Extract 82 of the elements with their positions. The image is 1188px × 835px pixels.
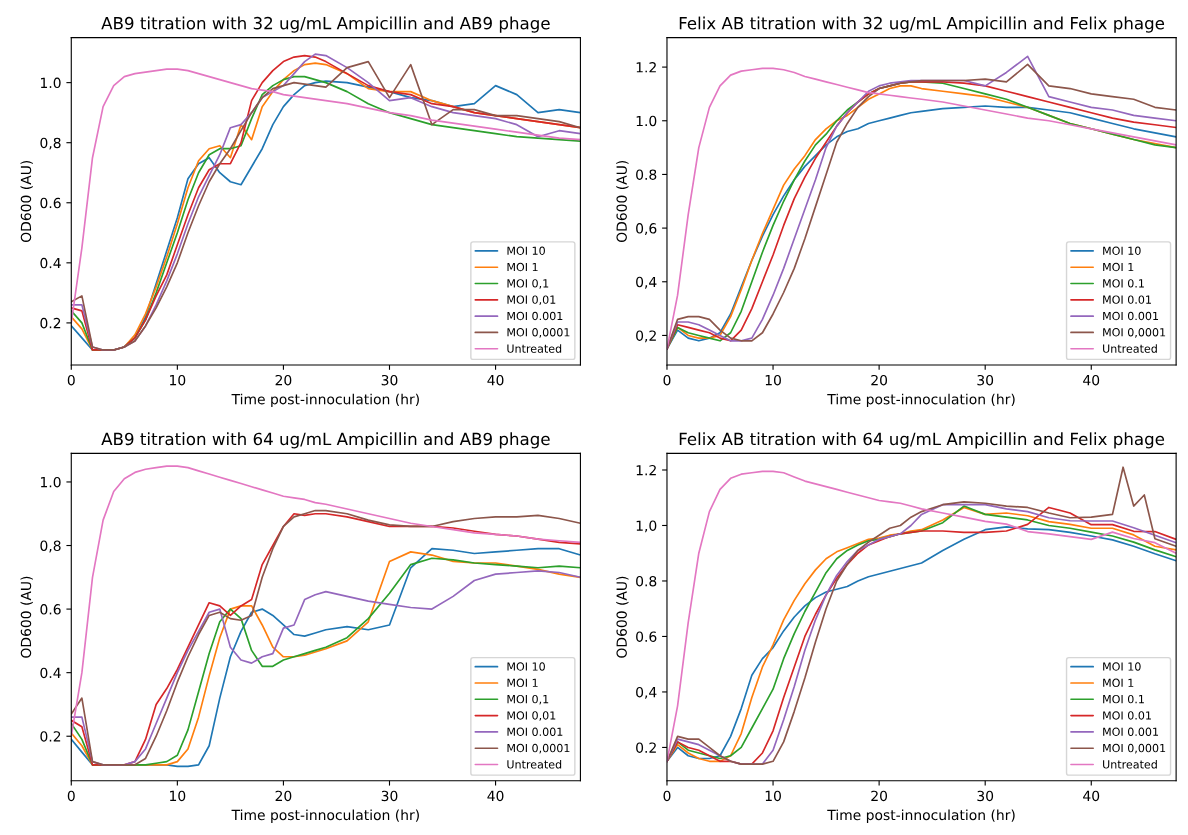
y-tick-label: 0.8	[636, 169, 657, 180]
x-tick-label: 0	[67, 790, 75, 802]
legend-label: MOI 0,0001	[507, 328, 570, 338]
legend-label: MOI 10	[507, 662, 545, 671]
legend-label: MOI 0.01	[1103, 711, 1151, 720]
y-tick-label: 0,6	[636, 223, 657, 235]
legend-label: MOI 0.1	[1103, 279, 1144, 288]
legend-label: MOI 0,0001	[1103, 328, 1166, 338]
legend-label: MOI 0.001	[507, 311, 563, 321]
x-tick-label: 0	[663, 374, 671, 386]
legend-label: MOI 0.01	[1103, 295, 1151, 304]
x-tick-label: 40	[487, 374, 504, 386]
x-axis-title: Time post-innoculation (hr)	[827, 393, 1015, 408]
x-tick-label: 20	[871, 790, 888, 802]
y-axis-title: OD600 (AU)	[20, 576, 33, 658]
y-tick-label: 0,8	[40, 540, 61, 553]
legend-label: MOI 0,01	[507, 295, 556, 306]
legend-label: MOI 10	[1103, 246, 1141, 255]
legend-label: MOI 0,01	[507, 711, 556, 721]
x-tick-label: 0	[67, 374, 75, 386]
legend-label: MOI 10	[507, 246, 545, 255]
y-tick-label: 0,2	[636, 330, 656, 343]
legend-label: MOI 1	[1103, 678, 1134, 688]
y-tick-label: 1.0	[41, 476, 61, 488]
x-tick-label: 40	[1083, 790, 1100, 802]
legend-label: MOI 1	[1103, 262, 1134, 272]
x-tick-label: 30	[381, 790, 398, 802]
y-tick-label: 1.2	[636, 62, 656, 73]
y-tick-label: 1.0	[41, 77, 61, 89]
x-tick-label: 30	[381, 374, 398, 386]
chart-title: Felix AB titration with 64 ug/mL Ampicillin and Felix phage	[679, 432, 1165, 449]
legend-label: MOI 0,0001	[1103, 743, 1166, 754]
x-tick-label: 10	[765, 374, 781, 386]
y-tick-label: 0.2	[40, 731, 61, 742]
y-tick-label: 1,0	[636, 520, 657, 533]
legend-label: MOI 0,1	[507, 694, 549, 705]
y-tick-label: 0.8	[636, 575, 657, 587]
legend-label: Untreated	[1103, 344, 1157, 353]
legend-label: MOI 1	[507, 678, 538, 688]
legend-label: Untreated	[1103, 759, 1157, 769]
y-tick-label: 0,8	[40, 137, 61, 150]
chart-title: AB9 titration with 64 ug/mL Ampicillin and AB9 phage	[101, 432, 550, 449]
y-axis-title: OD600 (AU)	[616, 160, 629, 243]
legend-label: MOI 1	[507, 262, 538, 272]
chart-title: AB9 titration with 32 ug/mL Ampicillin and AB9 phage	[101, 16, 550, 33]
legend-label: MOI 0.001	[507, 727, 563, 736]
y-tick-label: 1.0	[636, 115, 657, 127]
x-tick-label: 0	[663, 790, 671, 802]
legend-label: MOI 0.001	[1103, 727, 1159, 736]
x-tick-label: 20	[275, 374, 292, 386]
y-axis-title: OD600 (AU)	[616, 576, 629, 658]
x-axis-title: Time post-innoculation (hr)	[827, 809, 1015, 823]
legend-label: Untreated	[507, 344, 562, 353]
x-axis-title: Time post-innoculation (hr)	[231, 393, 419, 408]
legend-label: MOI 0.001	[1103, 311, 1159, 321]
legend-label: MOI 0.1	[1103, 694, 1144, 704]
legend-label: MOI 0,0001	[507, 743, 570, 754]
x-tick-label: 40	[1083, 374, 1100, 386]
y-tick-label: 0.2	[636, 742, 656, 753]
y-tick-label: 0.4	[40, 257, 61, 269]
x-tick-label: 40	[487, 790, 504, 802]
x-axis-title: Time post-innoculation (hr)	[231, 809, 419, 823]
y-tick-label: 0.2	[40, 317, 61, 329]
x-tick-label: 10	[170, 374, 186, 386]
legend-label: MOI 10	[1103, 662, 1141, 671]
x-tick-label: 30	[977, 374, 994, 386]
y-tick-label: 0,4	[636, 276, 657, 289]
x-tick-label: 20	[871, 374, 888, 386]
x-tick-label: 30	[977, 790, 994, 802]
y-tick-label: 0,4	[636, 686, 657, 699]
x-tick-label: 10	[170, 790, 186, 802]
y-axis-title: OD600 (AU)	[20, 160, 33, 243]
y-tick-label: 1.2	[636, 464, 656, 476]
y-tick-label: 0.6	[40, 604, 61, 615]
x-tick-label: 10	[765, 790, 781, 802]
y-tick-label: 0.4	[40, 667, 61, 679]
legend-label: Untreated	[507, 759, 562, 769]
chart-title: Felix AB titration with 32 ug/mL Ampicillin and Felix phage	[679, 16, 1165, 33]
legend-label: MOI 0,1	[507, 279, 549, 289]
y-tick-label: 0.6	[636, 631, 657, 642]
x-tick-label: 20	[275, 790, 292, 802]
y-tick-label: 0.6	[40, 197, 61, 209]
